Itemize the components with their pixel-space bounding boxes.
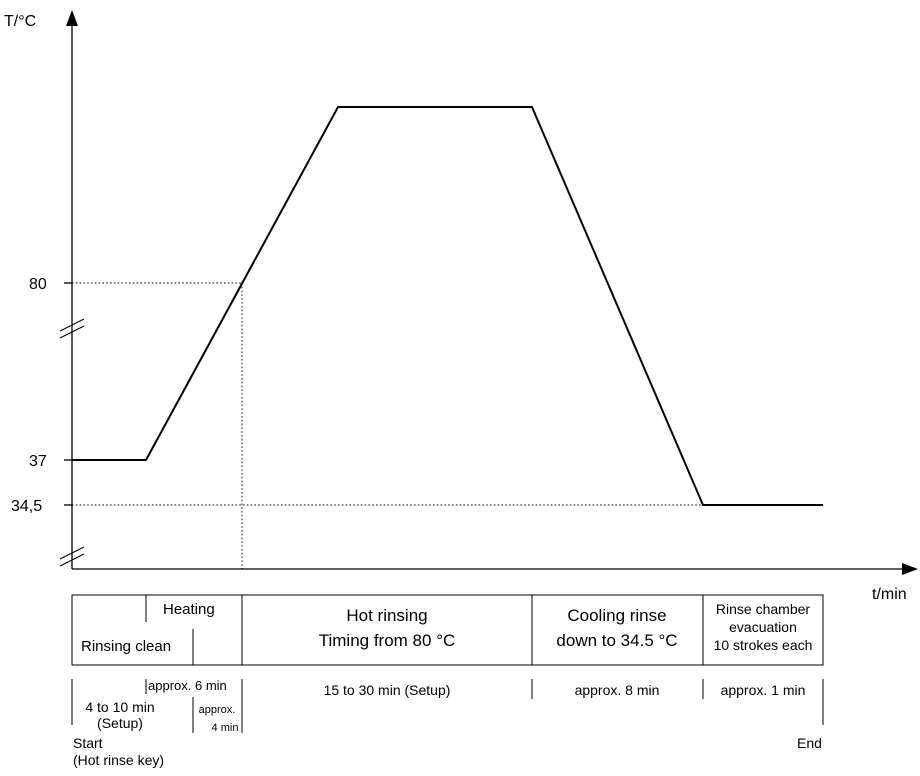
start-sublabel: (Hot rinse key) bbox=[73, 752, 164, 768]
y-tick-label-80: 80 bbox=[29, 276, 47, 293]
axis-break-mark bbox=[59, 325, 85, 339]
x-axis-arrow bbox=[902, 563, 918, 575]
duration-hot-rinse: 15 to 30 min (Setup) bbox=[324, 682, 451, 698]
x-axis-label: t/min bbox=[872, 586, 907, 603]
axis-break-mark bbox=[59, 553, 85, 567]
duration-evacuation: approx. 1 min bbox=[721, 682, 806, 698]
y-tick-label-34-5: 34,5 bbox=[11, 498, 42, 515]
y-axis-arrow bbox=[66, 10, 78, 26]
phase-table bbox=[71, 594, 824, 666]
duration-setup-line1: 4 to 10 min bbox=[85, 699, 154, 715]
phase-evacuation-line3: 10 strokes each bbox=[714, 637, 813, 653]
duration-approx-6: approx. 6 min bbox=[148, 678, 227, 693]
duration-setup-line2: (Setup) bbox=[97, 715, 143, 731]
y-tick-label-37: 37 bbox=[29, 453, 47, 470]
phase-hot-rinsing-line2: Timing from 80 °C bbox=[319, 631, 456, 650]
temperature-curve bbox=[72, 106, 823, 506]
phase-hot-rinsing-line1: Hot rinsing bbox=[346, 606, 427, 625]
phase-heating: Heating bbox=[163, 601, 215, 618]
phase-cooling-line1: Cooling rinse bbox=[567, 606, 666, 625]
phase-cooling-line2: down to 34.5 °C bbox=[556, 631, 677, 650]
axis-break-mark bbox=[59, 318, 85, 332]
axis-break-mark bbox=[59, 546, 85, 560]
start-label: Start bbox=[73, 735, 103, 751]
end-label: End bbox=[797, 735, 822, 751]
phase-evacuation-line1: Rinse chamber bbox=[716, 601, 810, 617]
duration-approx-4-line2: 4 min bbox=[212, 722, 239, 734]
duration-approx-4-line1: approx. bbox=[199, 704, 236, 716]
phase-evacuation-line2: evacuation bbox=[729, 619, 797, 635]
duration-cooling: approx. 8 min bbox=[575, 682, 660, 698]
y-axis-label: T/°C bbox=[4, 13, 36, 30]
phase-rinsing-clean: Rinsing clean bbox=[81, 638, 171, 655]
